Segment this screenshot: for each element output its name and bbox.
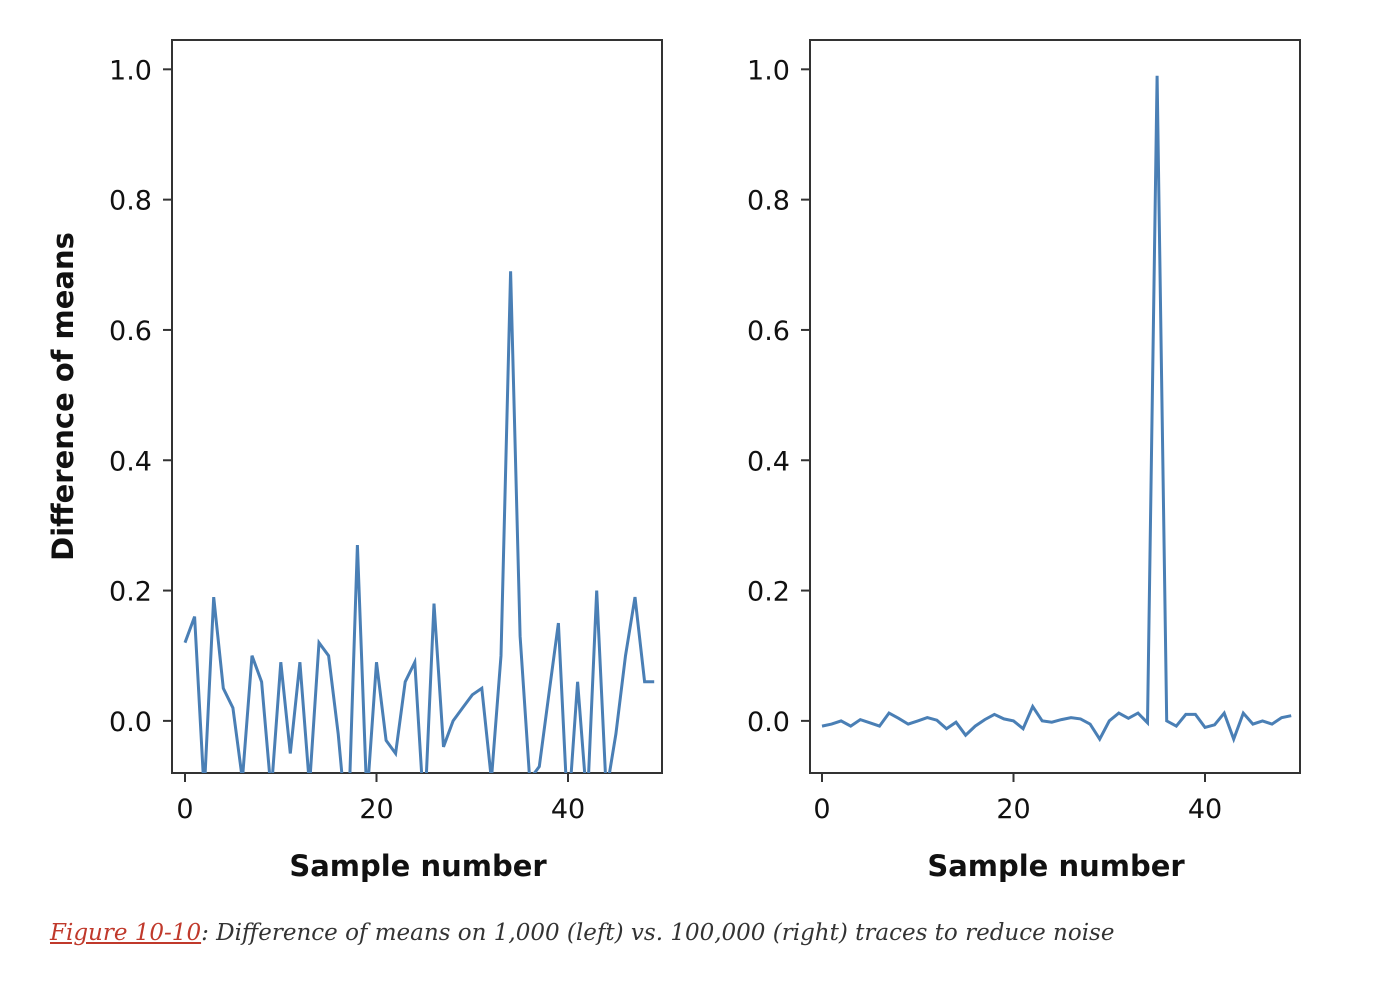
figure-link[interactable]: Figure 10-10 — [50, 920, 202, 946]
x-axis-title: Sample number — [289, 849, 547, 883]
y-tick-label: 0.6 — [109, 316, 152, 347]
x-tick-label: 0 — [813, 794, 830, 825]
y-tick-label: 0.8 — [109, 186, 152, 217]
series-line — [821, 75, 1292, 744]
x-tick-label: 40 — [1188, 794, 1222, 825]
y-tick-label: 0.8 — [747, 186, 790, 217]
x-tick-label: 20 — [359, 794, 393, 825]
figure-caption: Figure 10-10: Difference of means on 1,0… — [50, 920, 1350, 946]
y-tick-label: 1.0 — [109, 55, 152, 86]
series-line — [183, 271, 655, 773]
y-axis-title: Difference of means — [46, 232, 80, 561]
plot-frame — [171, 39, 663, 774]
plot-frame — [809, 39, 1301, 774]
x-tick-label: 40 — [551, 794, 585, 825]
x-tick-label: 20 — [996, 794, 1030, 825]
y-tick-label: 0.2 — [109, 577, 152, 608]
y-tick-label: 0.4 — [109, 446, 152, 477]
y-tick-label: 0.4 — [747, 446, 790, 477]
x-tick-label: 0 — [176, 794, 193, 825]
caption-text: : Difference of means on 1,000 (left) vs… — [201, 920, 1115, 946]
y-tick-label: 0.0 — [109, 707, 152, 738]
y-tick-label: 0.0 — [747, 707, 790, 738]
y-tick-label: 0.6 — [747, 316, 790, 347]
x-axis-title: Sample number — [927, 849, 1185, 883]
y-tick-label: 1.0 — [747, 55, 790, 86]
y-tick-label: 0.2 — [747, 577, 790, 608]
